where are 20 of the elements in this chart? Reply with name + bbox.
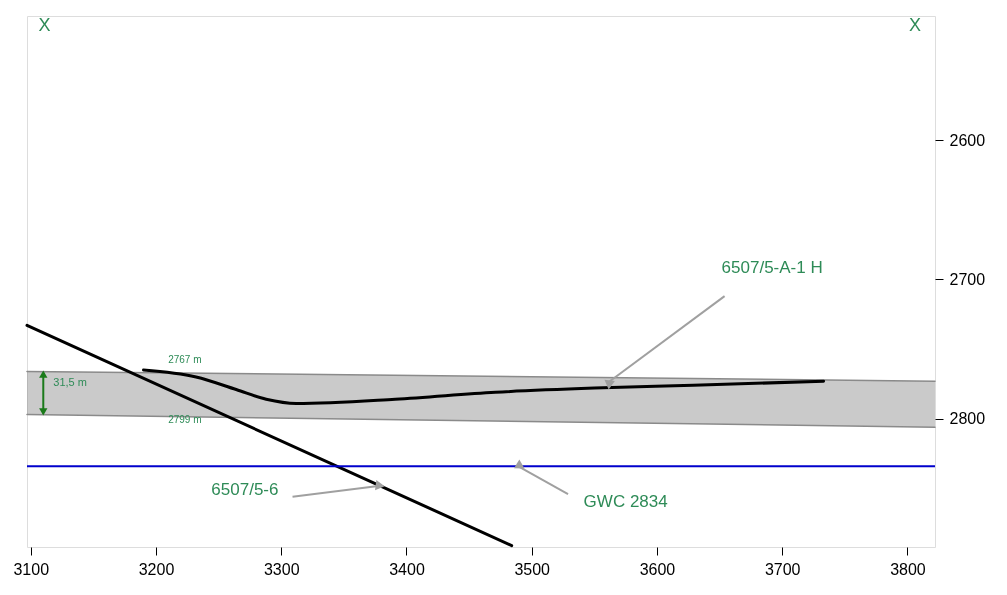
annotation: 2767 m [168,354,202,366]
annotation: GWC 2834 [583,492,668,512]
x-tick-label: 3500 [514,560,551,578]
annotation: X [38,14,51,35]
y-tick-label: 2700 [949,270,986,288]
x-tick-label: 3700 [764,560,801,578]
x-tick-label: 3200 [138,560,175,578]
annotation: 6507/5-6 [211,479,279,499]
x-tick-label: 3800 [890,560,926,578]
y-tick-label: 2600 [949,131,986,149]
x-tick-label: 3400 [389,560,425,578]
line-series [141,368,826,405]
x-tick-label: 3600 [639,560,676,578]
annotation: X [908,14,921,35]
annotation: 6507/5-A-1 H [721,258,823,278]
x-tick-label: 3300 [263,560,300,578]
annotation: 31,5 m [53,375,87,388]
annotation: 2799 m [168,414,202,426]
y-tick-label: 2800 [949,410,986,428]
x-tick-label: 3100 [13,560,50,578]
